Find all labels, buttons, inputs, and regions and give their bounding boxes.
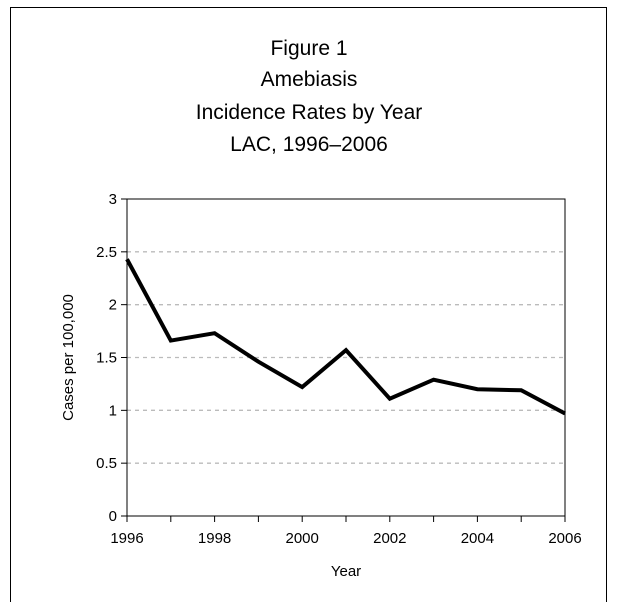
chart-title-line-3: Incidence Rates by Year — [196, 101, 423, 124]
y-tick-label: 2.5 — [96, 244, 117, 261]
series-line — [125, 258, 566, 416]
x-axis-ticks: 1996 1998 2000 2002 2004 2006 — [110, 516, 582, 547]
x-tick-label: 1996 — [110, 530, 143, 547]
y-axis-ticks: 0 0.5 1 1.5 2 2.5 3 — [96, 191, 127, 525]
x-tick-label: 2000 — [286, 530, 319, 547]
y-tick-label: 1.5 — [96, 350, 117, 367]
chart-title-line-1: Figure 1 — [270, 37, 347, 60]
chart-frame: Figure 1 Amebiasis Incidence Rates by Ye… — [10, 7, 607, 602]
series-group — [125, 258, 566, 416]
y-axis-label: Cases per 100,000 — [60, 294, 77, 421]
x-tick-label: 1998 — [198, 530, 231, 547]
chart-title: Figure 1 Amebiasis Incidence Rates by Ye… — [196, 37, 423, 156]
line-chart: Figure 1 Amebiasis Incidence Rates by Ye… — [60, 37, 582, 580]
chart-title-line-4: LAC, 1996–2006 — [230, 133, 388, 156]
y-tick-label: 0 — [109, 508, 117, 525]
gridlines — [127, 251, 565, 464]
x-tick-label: 2004 — [461, 530, 494, 547]
x-tick-label: 2006 — [548, 530, 581, 547]
y-tick-label: 0.5 — [96, 455, 117, 472]
y-tick-label: 3 — [109, 191, 117, 208]
y-tick-label: 2 — [109, 297, 117, 314]
x-axis-label: Year — [331, 563, 361, 580]
chart-title-line-2: Amebiasis — [261, 68, 358, 91]
x-tick-label: 2002 — [373, 530, 406, 547]
y-tick-label: 1 — [109, 402, 117, 419]
